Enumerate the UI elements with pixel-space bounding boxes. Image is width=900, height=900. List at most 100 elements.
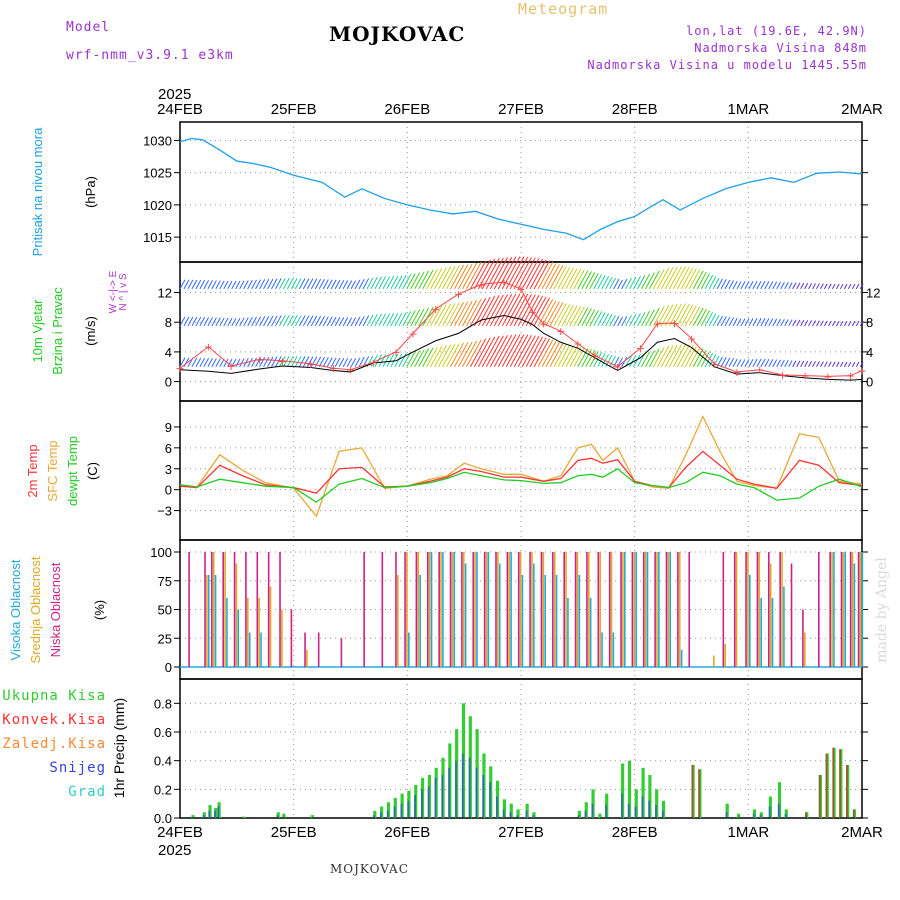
wind-arrow (816, 283, 820, 290)
wind-arrow (366, 314, 374, 327)
precip-bar-total (621, 763, 625, 818)
wind-arrow (179, 357, 186, 367)
wind-arrow (688, 306, 701, 327)
precip-bar-freezing (825, 753, 828, 818)
wind-arrow (545, 264, 560, 290)
wind-arrow (279, 315, 286, 327)
precip-bar-snow (461, 753, 464, 818)
wind-arrow (251, 316, 257, 327)
wind-arrow (720, 279, 727, 290)
coordinates: lon,lat (19.6E, 42.9N) (686, 24, 867, 38)
wind-arrow (688, 347, 701, 367)
wind-arrow (207, 317, 213, 327)
wind-arrow (557, 344, 571, 367)
wind-arrow (704, 274, 714, 290)
wind-gust-marker: + (306, 358, 315, 371)
wind-arrow (370, 354, 378, 367)
wind-arrow (414, 271, 425, 290)
wind-arrow (796, 360, 801, 367)
dewpt-series-line (179, 467, 863, 504)
wind-arrow (382, 313, 391, 327)
wind-arrow (279, 278, 286, 290)
wind-arrow (294, 315, 302, 327)
wind-arrow (477, 336, 496, 367)
wind-arrow (839, 320, 844, 327)
wind-arrow (808, 320, 813, 327)
wind-gust-marker: + (846, 370, 855, 383)
wind-arrow (581, 308, 592, 327)
wind-arrow (442, 343, 456, 367)
wind-arrow (398, 274, 407, 290)
wind-compass-ns: N ^ | v S (118, 273, 129, 311)
wind-arrow (692, 348, 704, 367)
wind-arrow (589, 351, 599, 367)
y-tick-label-right: 12 (866, 286, 880, 301)
y-tick-label: 6 (165, 441, 172, 456)
wind-arrow (509, 293, 529, 327)
precip-bar-snow (621, 793, 623, 818)
wind-arrow (748, 318, 754, 327)
wind-arrow (458, 300, 473, 327)
wind-arrow (732, 317, 738, 327)
wind-arrow (680, 267, 694, 290)
wind-arrow (195, 316, 202, 327)
wind-arrow (597, 352, 606, 367)
wind-arrow (466, 339, 482, 367)
wind-arrow (306, 315, 314, 327)
wind-arrow (386, 313, 395, 327)
wind-gust-marker: + (204, 341, 213, 354)
wind-arrow (382, 354, 391, 367)
dewpt-label: dewpt Temp (65, 436, 80, 506)
wind-arrow (752, 318, 758, 327)
wind-arrow (859, 320, 864, 327)
wind-gust-marker: + (636, 342, 645, 355)
wind-arrow (334, 357, 341, 367)
wind-arrow (183, 316, 190, 327)
wind-arrow (712, 314, 720, 327)
wind-arrow (215, 358, 221, 367)
wind-arrow (310, 356, 318, 367)
wind-arrow (370, 314, 378, 327)
precip-bar-total (584, 802, 588, 818)
wind-arrow (338, 280, 345, 290)
wind-arrow (585, 272, 596, 290)
wind-gust-marker: + (499, 276, 508, 289)
wind-arrow (545, 342, 560, 367)
wind-arrow (247, 357, 253, 367)
wind-arrow (800, 319, 805, 327)
wind-arrow (263, 278, 270, 290)
wind-arrow (501, 293, 521, 327)
wind-arrow (780, 281, 785, 290)
cloud-unit: (%) (92, 600, 107, 620)
wind-arrow (804, 320, 809, 327)
precip-bar-snow (407, 800, 410, 818)
y-tick-label-right: 8 (866, 315, 873, 330)
wind-arrow (271, 278, 278, 290)
precip-bar-snow (525, 810, 528, 818)
wind-arrow (191, 316, 198, 327)
y-tick-label: 3 (165, 462, 172, 477)
wind-gust-marker: + (670, 317, 679, 330)
temp-unit: (C) (85, 462, 100, 480)
precip-bar-total (641, 767, 645, 818)
wind-gust-marker: + (431, 303, 440, 316)
wind-arrow (235, 280, 241, 290)
wind-arrow (645, 272, 655, 290)
wind-arrow (378, 354, 387, 367)
y-tick-label: 1015 (143, 230, 172, 245)
wind-arrow (816, 361, 820, 367)
wind-arrow (466, 298, 482, 327)
wind-gust-marker: + (369, 356, 378, 369)
wind-arrow (481, 335, 500, 367)
wind-arrow (370, 276, 378, 290)
wind-arrow (676, 266, 690, 290)
wind-arrow (227, 358, 233, 367)
wind-arrow (239, 317, 245, 327)
wind-gust-marker: + (175, 362, 184, 375)
wind-arrow (497, 256, 517, 290)
precip-bar-snow (455, 760, 457, 818)
wind-arrow (839, 361, 844, 367)
wind-arrow (553, 344, 567, 367)
precip-bar-snow (414, 795, 416, 818)
wind-arrow (358, 278, 365, 290)
